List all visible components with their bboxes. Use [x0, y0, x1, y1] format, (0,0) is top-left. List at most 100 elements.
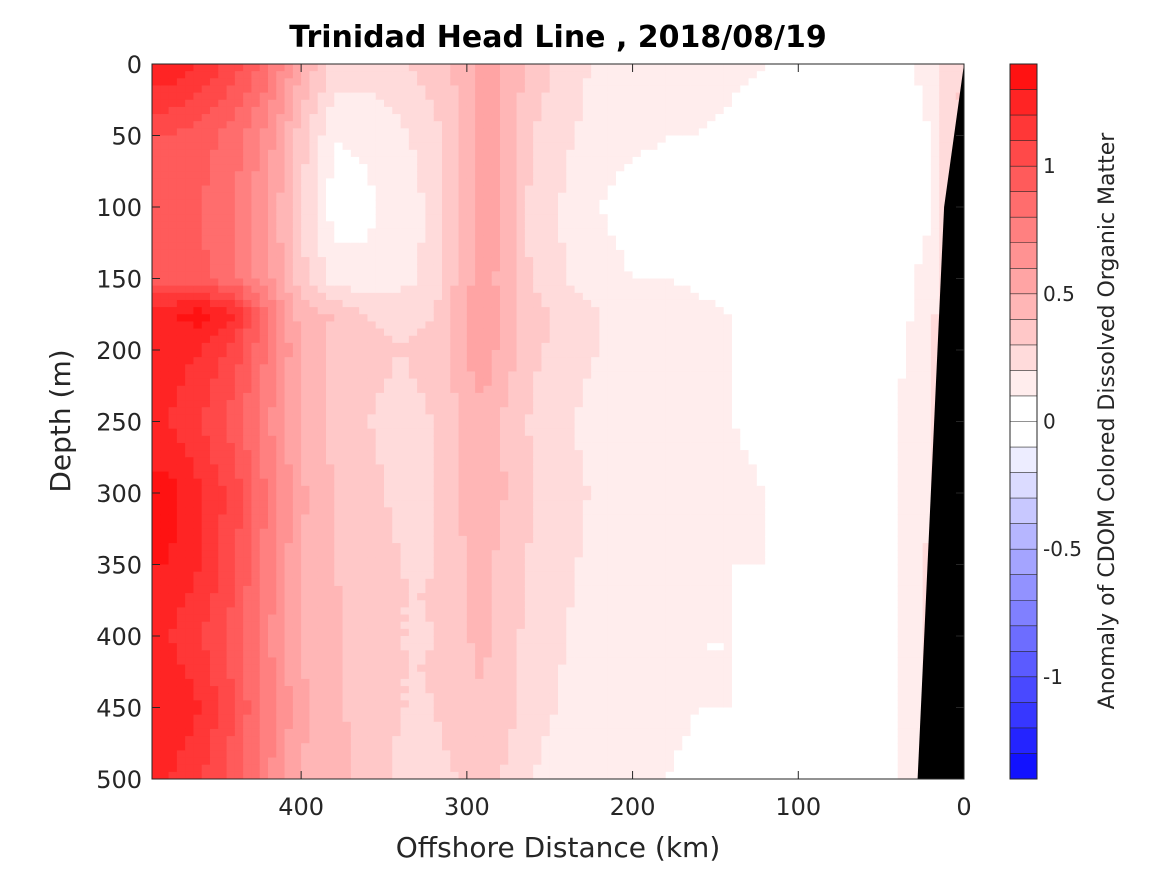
heatmap-cell: [168, 85, 178, 94]
heatmap-cell: [342, 235, 352, 244]
heatmap-cell: [384, 128, 393, 137]
heatmap-cell: [375, 335, 385, 344]
heatmap-cell: [259, 414, 269, 423]
heatmap-cell: [201, 493, 211, 501]
heatmap-cell: [317, 585, 327, 594]
heatmap-cell: [516, 442, 526, 451]
heatmap-cell: [309, 357, 319, 365]
heatmap-cell: [516, 121, 526, 129]
heatmap-cell: [243, 678, 253, 687]
heatmap-cell: [516, 192, 526, 201]
heatmap-cell: [425, 757, 435, 766]
heatmap-cell: [168, 593, 178, 601]
heatmap-cell: [276, 264, 286, 272]
heatmap-cell: [152, 314, 161, 322]
heatmap-cell: [276, 114, 286, 122]
heatmap-cell: [375, 307, 385, 315]
heatmap-cell: [251, 650, 261, 659]
heatmap-cell: [442, 335, 451, 344]
heatmap-cell: [508, 164, 518, 172]
heatmap-cell: [292, 664, 302, 673]
heatmap-cell: [350, 271, 360, 280]
heatmap-cell: [408, 771, 418, 779]
heatmap-cell: [433, 728, 443, 737]
heatmap-cell: [400, 128, 410, 137]
heatmap-cell: [533, 493, 543, 501]
heatmap-cell: [384, 435, 393, 444]
heatmap-cell: [342, 664, 352, 673]
heatmap-cell: [458, 643, 468, 651]
heatmap-cell: [259, 357, 269, 365]
heatmap-cell: [549, 321, 559, 330]
heatmap-cell: [541, 643, 551, 651]
heatmap-cell: [450, 507, 460, 516]
heatmap-cell: [442, 700, 451, 709]
heatmap-cell: [334, 764, 344, 773]
heatmap-cell: [226, 500, 236, 508]
heatmap-cell: [425, 736, 435, 744]
heatmap-cell: [516, 478, 526, 487]
heatmap-cell: [466, 707, 476, 716]
heatmap-cell: [475, 185, 485, 194]
heatmap-cell: [516, 764, 526, 773]
heatmap-cell: [541, 593, 551, 601]
heatmap-cell: [375, 385, 385, 394]
heatmap-cell: [292, 292, 302, 301]
heatmap-cell: [168, 307, 178, 315]
heatmap-cell: [500, 714, 509, 723]
heatmap-cell: [342, 686, 352, 694]
heatmap-cell: [400, 700, 410, 709]
heatmap-cell: [234, 471, 244, 480]
heatmap-cell: [466, 371, 476, 380]
heatmap-cell: [524, 686, 534, 694]
heatmap-cell: [458, 521, 468, 530]
heatmap-cell: [193, 264, 203, 272]
heatmap-cell: [317, 314, 327, 322]
heatmap-cell: [301, 257, 311, 265]
heatmap-cell: [350, 278, 360, 287]
heatmap-cell: [558, 385, 567, 394]
heatmap-cell: [251, 357, 261, 365]
heatmap-cell: [549, 407, 559, 415]
heatmap-cell: [201, 607, 211, 616]
heatmap-cell: [483, 400, 493, 408]
heatmap-cell: [558, 285, 567, 294]
heatmap-cell: [425, 764, 435, 773]
heatmap-cell: [160, 407, 170, 415]
heatmap-cell: [226, 214, 236, 222]
heatmap-cell: [350, 728, 360, 737]
heatmap-cell: [210, 721, 219, 730]
heatmap-cell: [466, 278, 476, 287]
heatmap-cell: [433, 514, 443, 523]
heatmap-cell: [218, 493, 228, 501]
heatmap-cell: [317, 643, 327, 651]
heatmap-cell: [350, 535, 360, 544]
heatmap-cell: [193, 721, 203, 730]
heatmap-cell: [301, 64, 311, 72]
heatmap-cell: [251, 185, 261, 194]
heatmap-cell: [259, 228, 269, 237]
heatmap-cell: [251, 678, 261, 687]
heatmap-cell: [558, 621, 567, 630]
heatmap-cell: [524, 285, 534, 294]
heatmap-cell: [450, 593, 460, 601]
heatmap-cell: [450, 600, 460, 608]
heatmap-cell: [276, 292, 286, 301]
heatmap-cell: [516, 106, 526, 115]
heatmap-cell: [176, 221, 186, 230]
heatmap-cell: [326, 428, 335, 437]
heatmap-cell: [210, 249, 219, 258]
heatmap-cell: [375, 78, 385, 87]
heatmap-cell: [176, 228, 186, 237]
heatmap-cell: [508, 185, 518, 194]
heatmap-cell: [276, 442, 286, 451]
heatmap-cell: [466, 156, 476, 165]
heatmap-cell: [317, 71, 327, 79]
heatmap-cell: [500, 721, 509, 730]
heatmap-cell: [160, 99, 170, 108]
heatmap-cell: [541, 114, 551, 122]
heatmap-cell: [508, 471, 518, 480]
heatmap-cell: [201, 771, 211, 779]
heatmap-cell: [193, 92, 203, 101]
heatmap-cell: [193, 185, 203, 194]
